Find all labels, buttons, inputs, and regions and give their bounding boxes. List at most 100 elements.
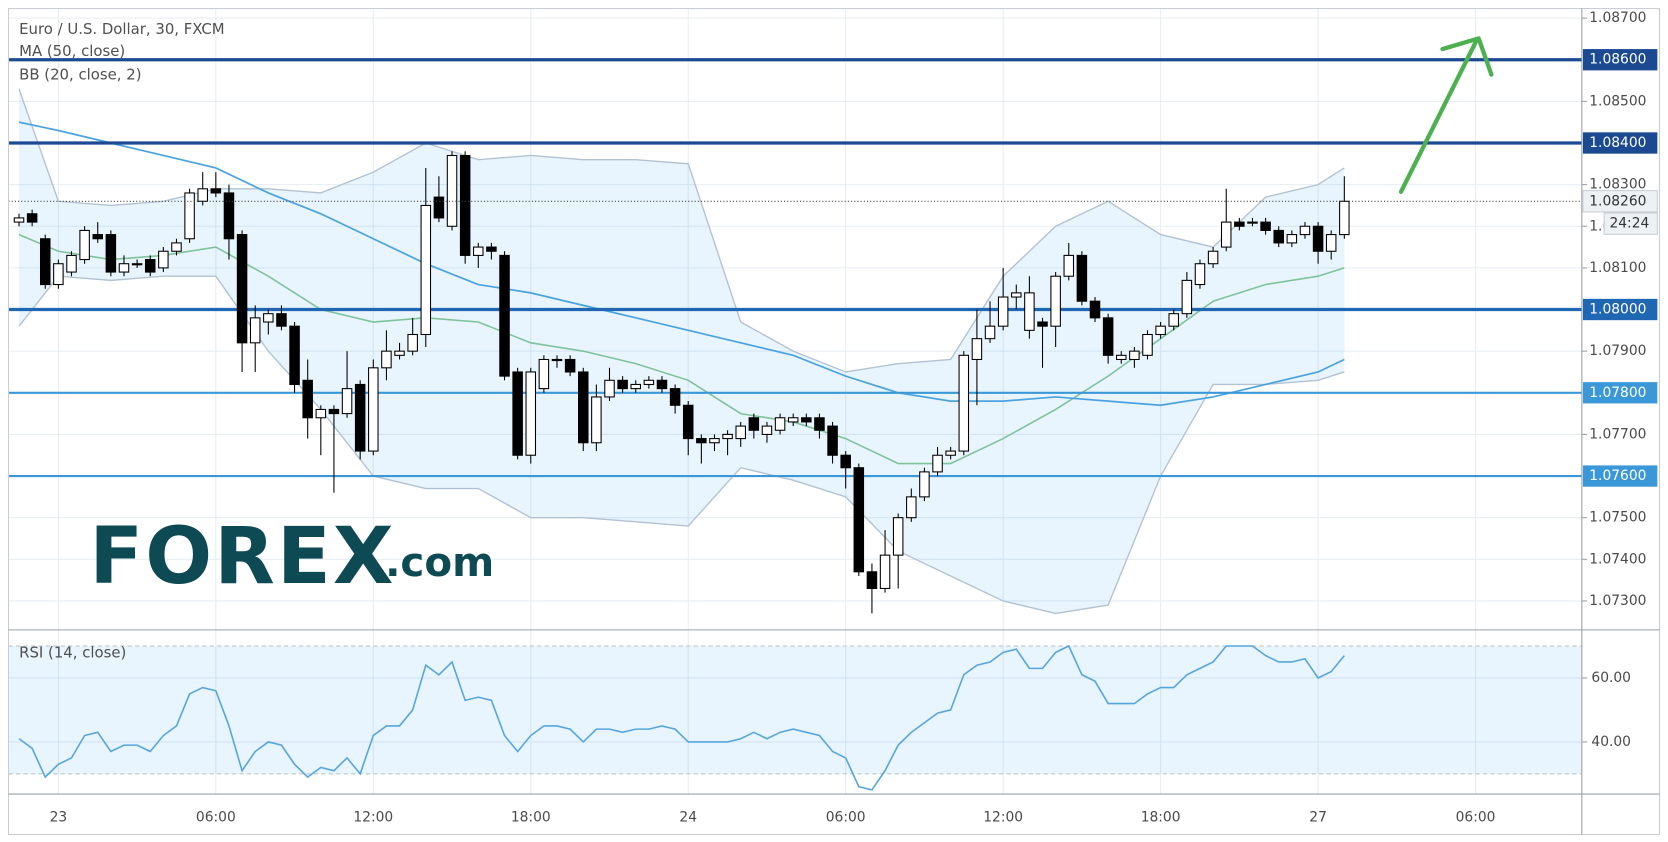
frame — [7, 7, 1661, 836]
candle-body — [1286, 234, 1298, 244]
candle-body — [932, 454, 943, 473]
level-label: 1.07600 — [1589, 468, 1646, 484]
candle-body — [906, 496, 917, 519]
candle-body — [722, 433, 733, 440]
arrow-head — [1440, 36, 1494, 77]
candle-body — [158, 250, 169, 269]
candle-body — [1102, 317, 1114, 356]
candle-body — [1194, 263, 1206, 286]
candle-body — [1076, 254, 1088, 302]
y-tick-label: 1.08100 — [1589, 260, 1646, 276]
candle-body — [79, 229, 90, 261]
chart-title: Euro / U.S. Dollar, 30, FXCM — [19, 20, 225, 38]
watermark-suffix: .com — [385, 538, 494, 586]
candle-body — [761, 425, 773, 435]
candle-body — [656, 379, 668, 390]
x-tick-label: 06:00 — [826, 809, 866, 825]
level-label: 1.07800 — [1589, 385, 1646, 401]
candle-body — [171, 242, 182, 252]
candle-body — [144, 259, 156, 273]
candle-body — [892, 517, 904, 556]
candle-body — [945, 450, 956, 456]
grid — [8, 8, 1582, 795]
candle-body — [433, 196, 445, 219]
outer-border — [7, 7, 1661, 836]
candle-body — [814, 417, 825, 431]
candle-body — [774, 417, 786, 431]
candle-body — [1339, 200, 1350, 236]
candle-body — [1050, 275, 1061, 327]
x-tick-label: 23 — [50, 809, 68, 825]
candle-body — [617, 379, 628, 390]
candle-body — [853, 467, 865, 573]
candle-body — [1312, 225, 1324, 252]
candle-body — [682, 404, 694, 440]
candle-body — [263, 313, 274, 323]
candle-body — [1299, 225, 1311, 236]
candle-body — [276, 313, 287, 327]
candle-body — [591, 396, 602, 444]
candle-body — [407, 333, 418, 352]
candle-body — [1207, 250, 1219, 265]
legend-bb: BB (20, close, 2) — [19, 66, 141, 84]
candle-body — [1089, 300, 1101, 319]
candle-body — [499, 254, 510, 377]
level-label: 1.08600 — [1589, 52, 1646, 68]
candle-body — [459, 154, 471, 256]
candle-body — [551, 358, 563, 362]
candle-body — [512, 371, 523, 456]
y-tick-label: 1.08300 — [1589, 177, 1646, 193]
candle-body — [13, 217, 25, 223]
candle-body — [735, 425, 746, 440]
level-label: 1.08400 — [1589, 135, 1646, 151]
candle-body — [66, 254, 77, 273]
candle-body — [341, 388, 353, 415]
candle-body — [919, 471, 930, 498]
countdown: 24:24 — [1609, 216, 1649, 232]
candle-body — [1325, 234, 1337, 252]
candle-body — [131, 263, 143, 266]
bb-upper — [18, 88, 1345, 373]
bb-lower — [18, 275, 1345, 615]
candle-body — [1247, 221, 1258, 224]
y-tick-label: 1.07700 — [1589, 426, 1646, 442]
y-tick-label: 1.07500 — [1589, 510, 1646, 526]
candle-body — [787, 417, 799, 423]
y-tick-label: 1.08500 — [1589, 93, 1646, 109]
candle-body — [105, 234, 117, 273]
candle-body — [446, 154, 458, 227]
candle-body — [223, 192, 235, 240]
candle-body — [879, 554, 891, 589]
candle-body — [840, 454, 851, 469]
candle-body — [249, 317, 261, 344]
candle-body — [1142, 333, 1153, 356]
candle-body — [564, 358, 576, 373]
candle-body — [1024, 292, 1035, 331]
candle-body — [604, 379, 615, 398]
candle-body — [210, 188, 222, 194]
candle-body — [473, 246, 484, 256]
candle-body — [39, 238, 51, 286]
rsi-line — [18, 644, 1345, 791]
candle-body — [643, 379, 655, 385]
candle-body — [1011, 292, 1022, 298]
candle-body — [1260, 221, 1271, 231]
candle-body — [525, 371, 537, 456]
level-box — [1582, 132, 1658, 154]
candle-body — [289, 325, 300, 385]
rsi-y-tick-label: 40.00 — [1591, 734, 1631, 750]
candle-body — [1063, 254, 1075, 277]
candle-body — [53, 263, 64, 286]
countdown-box — [1603, 212, 1658, 235]
candle-body — [1129, 350, 1140, 361]
candle-body — [971, 338, 983, 361]
candle-body — [394, 350, 405, 356]
rsi-title: RSI (14, close) — [19, 643, 126, 661]
candle-body — [315, 408, 327, 419]
y-tick-label: 1.07900 — [1589, 343, 1646, 359]
level-box — [1582, 49, 1658, 71]
level-box — [1582, 465, 1658, 487]
candle-body — [997, 296, 1009, 327]
target-arrow — [1398, 36, 1494, 194]
